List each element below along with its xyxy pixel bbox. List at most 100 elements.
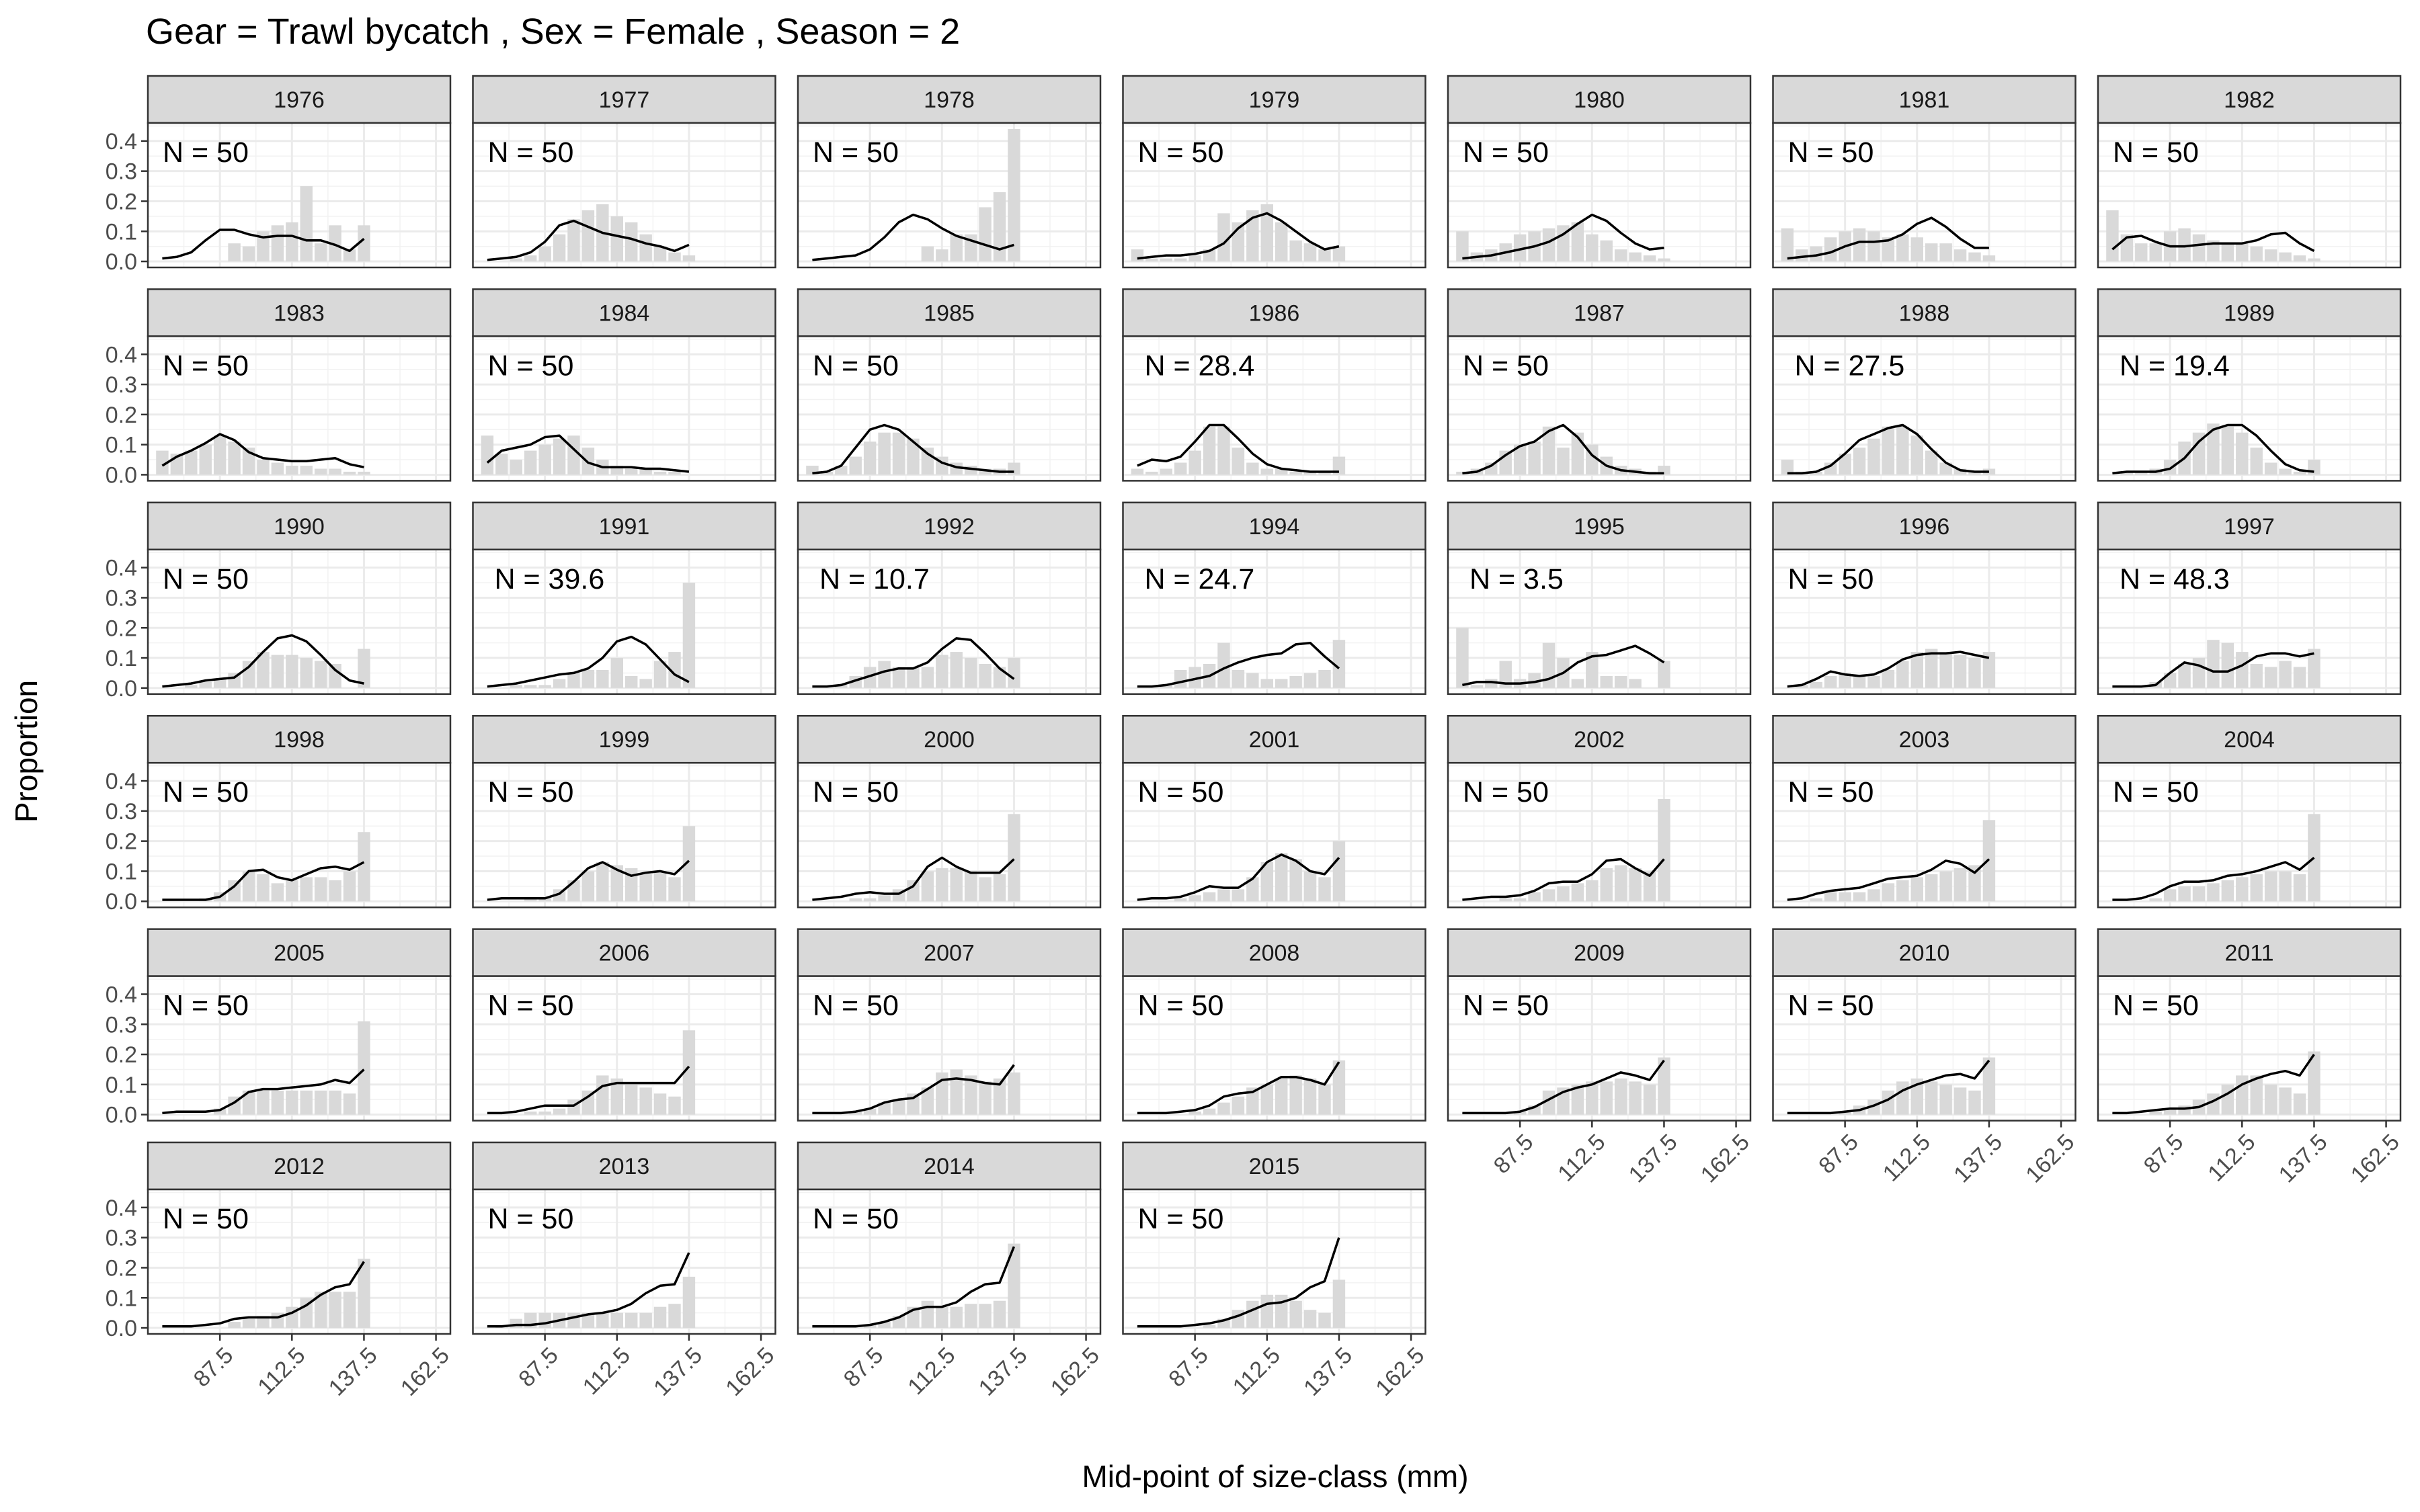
sample-size-label: N = 24.7 [1145,563,1255,595]
sample-size-label: N = 50 [163,1203,249,1235]
observed-bar [343,249,356,262]
observed-bar [2236,652,2249,688]
observed-bar [538,1111,551,1115]
predicted-line [1462,857,1665,901]
observed-bar [2178,1105,2191,1115]
observed-bar [921,667,934,688]
facet-panel-2005: 2005 N = 50 0.0 0.1 0.2 0.3 0.4 [106,928,452,1128]
observed-bar [300,877,313,902]
observed-bar [1939,243,1952,262]
facet-strip-label: 2003 [1899,727,1950,753]
observed-bar [314,877,327,902]
facet-strip-label: 2004 [2224,727,2275,753]
observed-bar [1968,1090,1981,1115]
observed-bar [596,669,609,688]
observed-bar [1246,1300,1259,1329]
observed-bar [921,871,934,902]
panel-border [472,761,776,909]
observed-bar [1542,228,1556,262]
observed-bar [2308,258,2321,262]
observed-bar [1982,468,1996,475]
observed-bar [1513,444,1527,475]
observed-bar [639,468,652,475]
predicted-line [1787,650,1990,688]
panel-border [2097,975,2402,1122]
observed-bar [596,862,609,902]
observed-bar [639,679,652,688]
observed-bar [358,832,370,902]
observed-bar [581,669,595,688]
observed-bar [625,868,638,902]
observed-bar [1289,1300,1302,1329]
predicted-line [1137,853,1340,901]
observed-bar [1188,255,1201,262]
plot-title: Gear = Trawl bycatch , Sex = Female , Se… [146,11,960,52]
facet-strip [472,928,776,977]
observed-bar [228,880,241,902]
observed-bar [936,655,949,688]
observed-bar [921,1300,934,1329]
sample-size-label: N = 50 [1138,136,1224,169]
observed-bar [1629,679,1642,688]
observed-bar [2163,889,2177,902]
observed-bar [2135,471,2148,475]
observed-bar [1781,228,1794,262]
sample-size-label: N = 50 [813,1203,899,1235]
panel-border [1447,335,1752,482]
panel-border [797,761,1102,909]
panel-border [147,975,452,1122]
y-tick-label: 0.1 [106,1073,137,1098]
predicted-line [1462,1059,1665,1115]
observed-bar [1232,448,1245,475]
observed-bar [921,448,934,475]
predicted-line [162,861,365,901]
observed-bar [329,225,341,262]
observed-bar [524,898,537,902]
panel-border [147,122,452,269]
facet-panel-1987: 1987 N = 50 [1447,288,1752,482]
predicted-line [812,856,1015,901]
observed-bar [979,207,992,262]
facet-strip-label: 1995 [1574,514,1625,540]
observed-bar [1542,426,1556,475]
facet-strip [147,928,452,977]
sample-size-label: N = 50 [488,776,574,808]
observed-bar [1925,874,1938,902]
observed-bar [1275,222,1288,262]
observed-bar [653,1306,667,1329]
observed-bar [610,1312,623,1329]
observed-bar [1289,1075,1302,1115]
observed-bar [510,1318,522,1329]
facet-panel-1978: 1978 N = 50 [797,75,1102,269]
sample-size-label: N = 50 [2113,136,2199,169]
observed-bar [1174,462,1187,475]
predicted-line [1462,644,1665,687]
facet-panel-1997: 1997 N = 48.3 [2097,501,2402,696]
observed-bar [1925,243,1938,262]
observed-bar [2149,243,2162,262]
observed-bar [199,681,212,688]
panel-border [1122,548,1426,696]
y-tick-label: 0.3 [106,1012,137,1038]
observed-bar [878,661,891,688]
observed-bar [1658,1057,1670,1115]
observed-bar [1953,249,1967,262]
observed-bar [213,1108,227,1115]
y-tick-label: 0.1 [106,646,137,671]
observed-bar [993,192,1006,262]
facet-strip-label: 2005 [274,941,325,966]
observed-bar [1853,448,1866,475]
facet-strip-label: 1977 [599,87,650,113]
observed-bar [1571,1084,1584,1115]
observed-bar [950,652,963,688]
predicted-line [487,1252,690,1328]
observed-bar [625,222,638,262]
observed-bar [481,435,494,475]
observed-bar [257,874,270,902]
observed-bar [329,468,341,475]
observed-bar [1513,1111,1527,1115]
observed-bar [329,664,341,688]
panel-border [2097,122,2402,269]
observed-bar [1643,1084,1656,1115]
observed-bar [1910,877,1923,902]
